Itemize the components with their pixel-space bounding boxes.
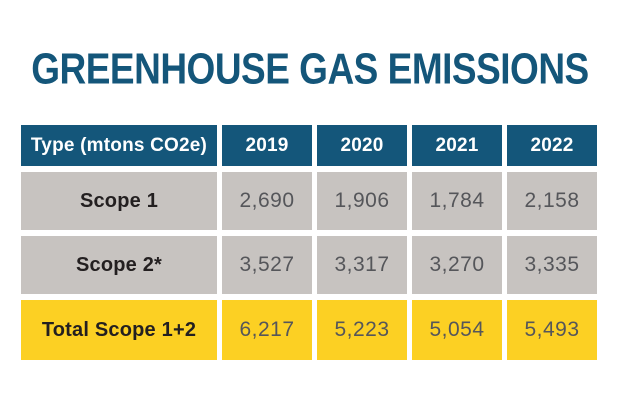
cell-total-2020: 5,223 [317,300,407,360]
row-label-scope-2: Scope 2* [21,236,217,294]
cell-scope-2-2020: 3,317 [317,236,407,294]
row-label-total-scope-1-2: Total Scope 1+2 [21,300,217,360]
cell-scope-1-2019: 2,690 [222,172,312,230]
cell-scope-1-2022: 2,158 [507,172,597,230]
cell-total-2022: 5,493 [507,300,597,360]
column-header-2021: 2021 [412,125,502,166]
column-header-2020: 2020 [317,125,407,166]
cell-scope-2-2019: 3,527 [222,236,312,294]
column-header-2019: 2019 [222,125,312,166]
cell-total-2019: 6,217 [222,300,312,360]
column-header-2022: 2022 [507,125,597,166]
cell-scope-2-2021: 3,270 [412,236,502,294]
cell-scope-1-2020: 1,906 [317,172,407,230]
emissions-table: Type (mtons CO2e) 2019 2020 2021 2022 Sc… [21,125,597,360]
row-label-scope-1: Scope 1 [21,172,217,230]
page-title: GREENHOUSE GAS EMISSIONS [31,44,589,94]
cell-total-2021: 5,054 [412,300,502,360]
cell-scope-1-2021: 1,784 [412,172,502,230]
column-header-type: Type (mtons CO2e) [21,125,217,166]
cell-scope-2-2022: 3,335 [507,236,597,294]
